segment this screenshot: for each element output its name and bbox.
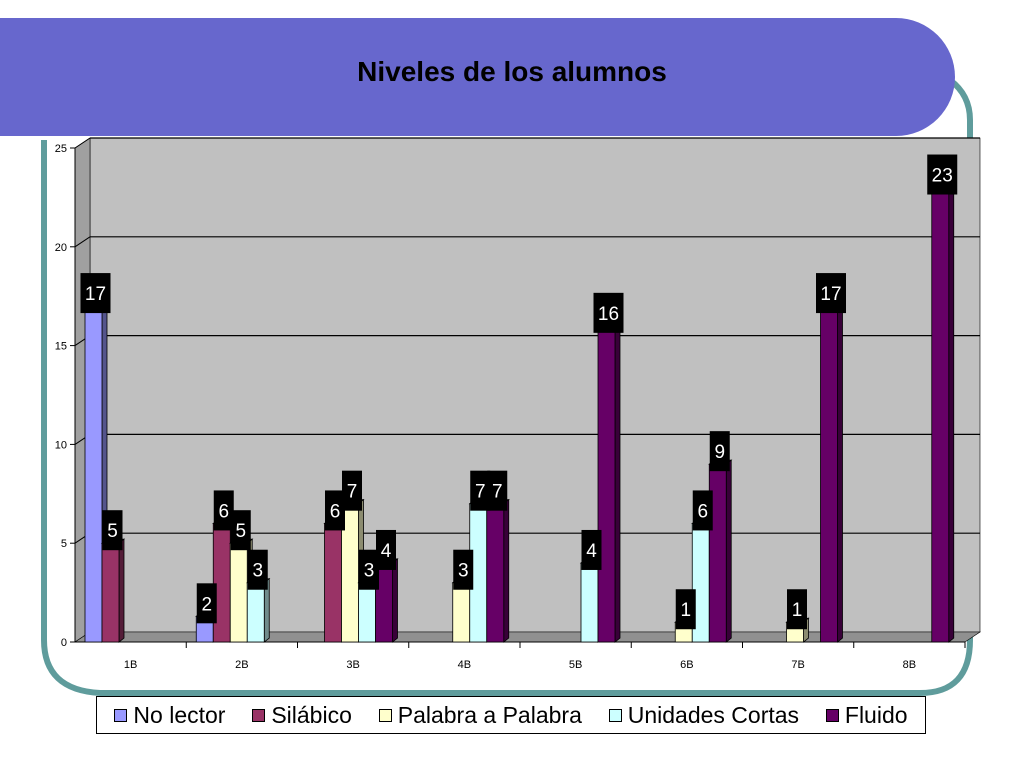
x-tick-label-2: 3B [346,659,359,671]
data-label-bg-2-6 [787,589,807,630]
data-label-4-5: 9 [714,442,725,463]
legend-item: Fluido [825,701,908,729]
legend-swatch [114,708,128,722]
bar-1-2 [324,523,342,643]
data-label-bg-1-1 [213,490,234,531]
title-bar [0,18,955,136]
legend-swatch [378,708,392,722]
data-label-bg-4-4 [593,292,624,333]
data-label-1-0: 5 [107,521,118,542]
legend-swatch [825,708,839,722]
y-tick-label-2: 10 [55,439,67,451]
data-label-0-0: 17 [85,284,106,305]
data-label-bg-2-1 [230,510,251,551]
bar-3-2 [358,582,376,643]
legend-item: Palabra a Palabra [378,701,582,729]
bar-side-1-0 [118,538,125,643]
bar-side-4-7 [948,182,955,643]
legend-item: Unidades Cortas [608,701,800,729]
data-label-bg-2-3 [453,549,474,590]
data-label-bg-0-0 [80,273,111,314]
x-tick-label-1: 2B [235,659,248,671]
frame-border [41,77,973,696]
data-label-bg-4-6 [816,273,846,314]
y-tick-label-1: 5 [61,538,67,550]
data-label-4-4: 16 [598,304,619,325]
bar-2-3 [452,582,471,643]
data-label-bg-1-2 [325,490,345,531]
data-label-bg-3-4 [581,529,602,570]
x-tick-label-0: 1B [124,659,137,671]
data-label-4-3: 7 [492,482,503,503]
bar-side-4-5 [725,459,732,643]
bar-side-4-3 [503,498,510,643]
data-label-bg-0-1 [196,583,217,624]
data-label-0-1: 2 [201,594,212,615]
data-label-2-3: 3 [458,561,469,582]
legend-label: Fluido [844,701,908,728]
data-label-1-2: 6 [330,501,341,522]
bar-4-3 [486,503,505,643]
legend-label: No lector [133,701,226,728]
data-label-3-4: 4 [586,541,597,562]
legend-item: Silábico [252,702,352,729]
data-label-2-5: 1 [680,600,691,621]
data-label-bg-3-3 [470,470,491,511]
chart-title: Niveles de los alumnos [357,56,667,87]
data-label-bg-2-2 [342,470,362,511]
data-label-bg-4-3 [487,470,508,511]
x-tick-label-6: 7B [791,659,804,671]
bar-3-1 [246,582,265,643]
gridline-side-5 [74,137,91,149]
chart-legend: No lector Silábico Palabra a Palabra Unidad… [96,696,926,734]
x-tick-label-7: 8B [903,659,916,671]
y-tick-label-5: 25 [55,143,67,155]
legend-swatch [608,708,622,722]
bar-0-0 [84,305,103,643]
bar-4-4 [597,325,616,643]
gridline-side-4 [74,236,91,248]
bar-2-1 [229,542,248,643]
y-tick-label-0: 0 [61,637,67,649]
data-label-3-3: 7 [475,482,486,503]
data-label-bg-1-0 [102,510,123,551]
data-label-bg-4-2 [376,529,396,570]
x-tick-label-4: 5B [569,659,582,671]
legend-item: No lector [114,702,225,729]
bar-1-0 [101,542,120,643]
data-label-bg-3-2 [359,549,379,590]
data-label-bg-3-5 [692,490,713,531]
y-tick-label-4: 20 [55,242,67,254]
bar-side-4-4 [614,321,621,643]
data-label-3-5: 6 [697,501,708,522]
legend-label: Palabra a Palabra [397,701,582,728]
bar-3-4 [580,562,599,643]
data-label-bg-2-5 [675,589,696,630]
bar-4-6 [820,305,838,643]
bar-4-7 [931,187,950,643]
bar-side-4-2 [392,558,398,643]
data-label-bg-3-1 [247,549,268,590]
y-tick-label-3: 15 [55,341,67,353]
data-label-4-2: 4 [381,541,392,562]
data-label-2-1: 5 [235,521,246,542]
data-label-4-7: 23 [932,166,953,187]
data-label-2-6: 1 [792,600,803,621]
bar-1-1 [212,523,231,643]
data-label-2-2: 7 [347,482,358,503]
bar-side-4-6 [837,301,843,643]
legend-swatch [252,708,266,722]
data-label-bg-4-7 [927,154,958,195]
data-label-bg-4-5 [709,431,730,472]
x-tick-label-3: 4B [458,659,471,671]
data-label-3-1: 3 [252,561,263,582]
x-tick-label-5: 6B [680,659,693,671]
legend-label: Unidades Cortas [627,701,800,728]
legend-label: Silábico [271,701,352,728]
data-label-3-2: 3 [364,561,375,582]
data-label-1-1: 6 [218,501,229,522]
data-label-4-6: 17 [820,284,841,305]
